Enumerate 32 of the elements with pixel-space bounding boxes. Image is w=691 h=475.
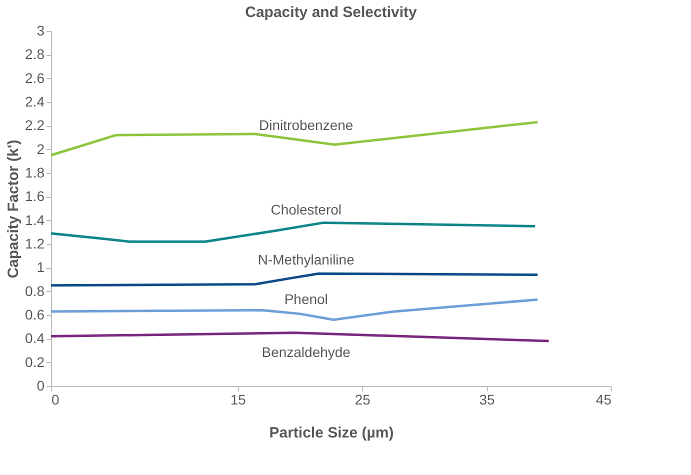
line-series <box>50 120 539 156</box>
y-tick-label: 1.4 <box>25 212 45 228</box>
series-label: Benzaldehyde <box>262 344 351 360</box>
y-tick-label: 2.2 <box>25 117 45 134</box>
x-tick-label: 15 <box>230 392 246 408</box>
x-tick-label: 0 <box>52 392 60 408</box>
series-label: Cholesterol <box>270 202 342 218</box>
y-tick-label: 0.6 <box>25 306 45 322</box>
x-axis-title: Particle Size (µm) <box>269 424 394 442</box>
series-label: N-Methylaniline <box>258 252 355 268</box>
y-tick-label: 0.8 <box>25 282 45 299</box>
x-tick-label: 35 <box>479 392 496 408</box>
x-tick-label: 45 <box>596 392 612 408</box>
y-tick-label: 0.2 <box>25 354 45 370</box>
y-tick-label: 2.8 <box>25 46 45 62</box>
y-axis-title: Capacity Factor (k') <box>5 140 22 278</box>
series-label: Phenol <box>284 290 328 307</box>
y-tick-label: 1 <box>36 259 45 276</box>
y-tick-label: 0.4 <box>25 330 45 346</box>
line-series <box>50 221 536 243</box>
y-tick-label: 2.4 <box>25 94 45 110</box>
chart-title: Capacity and Selectivity <box>245 4 418 21</box>
y-tick-label: 3 <box>36 22 45 38</box>
series-label: Dinitrobenzene <box>259 116 354 133</box>
x-tick-label: 25 <box>354 392 371 408</box>
y-tick-label: 1.8 <box>25 164 45 180</box>
y-tick-label: 2.6 <box>25 70 45 86</box>
line-series <box>50 272 539 287</box>
y-tick-label: 1.2 <box>25 236 45 252</box>
y-tick-label: 0 <box>36 378 45 394</box>
y-tick-label: 1.6 <box>25 188 45 204</box>
y-tick-label: 2 <box>36 140 45 157</box>
